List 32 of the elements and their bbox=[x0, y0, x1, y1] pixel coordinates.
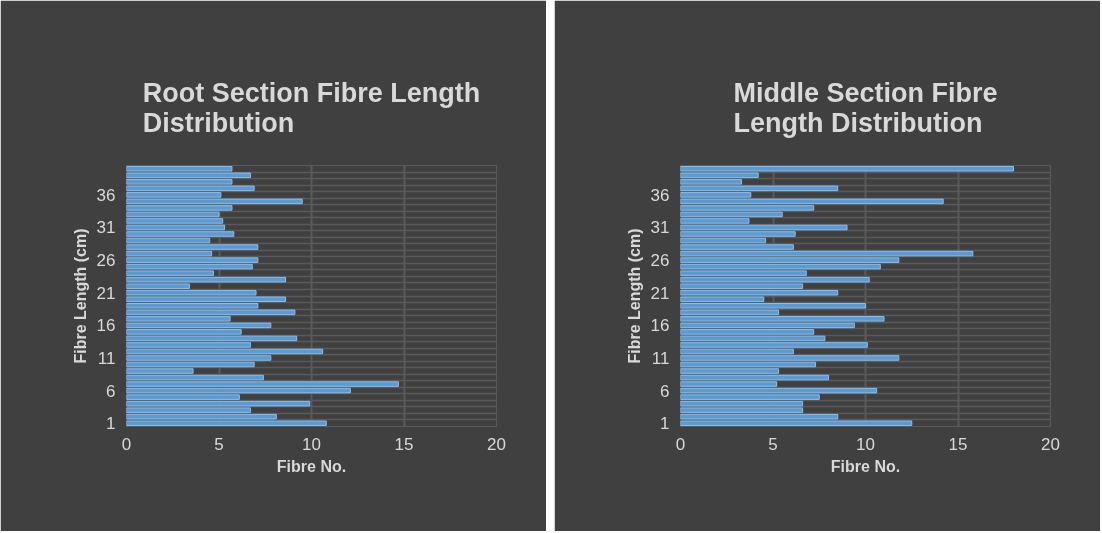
y-tick-label: 36 bbox=[650, 185, 670, 205]
x-tick-label: 10 bbox=[302, 434, 321, 454]
x-tick-label: 20 bbox=[1041, 434, 1060, 454]
y-tick-label: 26 bbox=[96, 251, 116, 271]
x-tick-label: 0 bbox=[675, 434, 686, 454]
x-axis-title: Fibre No. bbox=[276, 457, 347, 475]
y-axis-title: Fibre Length (cm) bbox=[625, 228, 643, 364]
y-tick-label: 16 bbox=[96, 316, 116, 336]
y-tick-label: 1 bbox=[660, 414, 670, 434]
y-axis-title: Fibre Length (cm) bbox=[71, 228, 89, 364]
y-tick-label: 11 bbox=[651, 348, 670, 368]
chart-title: Root Section Fibre Length Distribution bbox=[142, 78, 481, 138]
y-tick-label: 21 bbox=[650, 283, 670, 303]
chart-title: Middle Section Fibre Length Distribution bbox=[733, 78, 998, 138]
x-tick-label: 15 bbox=[948, 434, 968, 454]
x-tick-label: 0 bbox=[121, 434, 132, 454]
y-tick-label: 11 bbox=[97, 348, 116, 368]
x-tick-label: 10 bbox=[856, 434, 875, 454]
y-tick-label: 6 bbox=[660, 381, 670, 401]
y-tick-label: 21 bbox=[96, 283, 116, 303]
y-tick-label: 16 bbox=[650, 316, 670, 336]
y-tick-label: 36 bbox=[96, 185, 116, 205]
x-tick-label: 20 bbox=[487, 434, 506, 454]
x-tick-label: 15 bbox=[394, 434, 414, 454]
x-axis-title: Fibre No. bbox=[830, 457, 901, 475]
x-tick-label: 5 bbox=[214, 434, 224, 454]
y-tick-label: 6 bbox=[106, 381, 116, 401]
x-tick-label: 5 bbox=[768, 434, 778, 454]
y-tick-label: 31 bbox=[650, 218, 670, 238]
y-tick-label: 31 bbox=[96, 218, 116, 238]
y-tick-label: 1 bbox=[106, 414, 116, 434]
y-tick-label: 26 bbox=[650, 251, 670, 271]
